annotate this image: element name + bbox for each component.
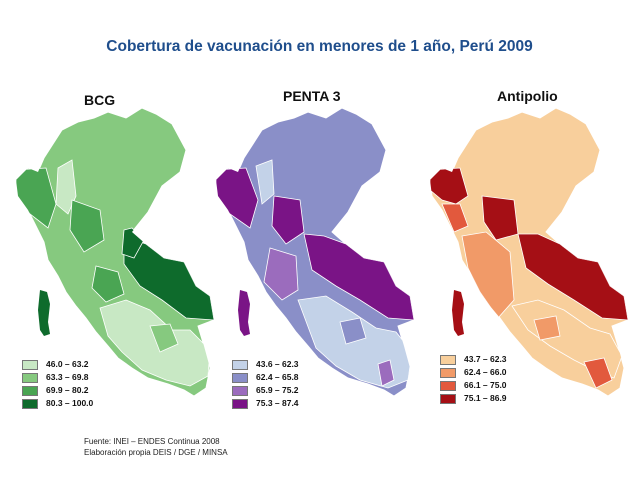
- antipolio-region-far-south: [583, 357, 613, 389]
- legend-item: 69.9 – 80.2: [22, 384, 93, 397]
- map-antipolio: [429, 107, 629, 397]
- penta3-region-south-center: [339, 317, 367, 345]
- antipolio-region-center-west: [461, 231, 515, 319]
- legend-bcg: 46.0 – 63.2 63.3 – 69.8 69.9 – 80.2 80.3…: [22, 358, 93, 410]
- legend-item: 46.0 – 63.2: [22, 358, 93, 371]
- legend-label: 43.6 – 62.3: [256, 359, 299, 369]
- map-title-bcg: BCG: [84, 92, 116, 108]
- bcg-island: [38, 290, 50, 336]
- map-bcg: [15, 107, 215, 397]
- map-penta3: [215, 107, 415, 397]
- penta3-region-center-north: [271, 195, 305, 245]
- antipolio-region-south-center: [533, 315, 561, 341]
- penta3-region-light-north: [255, 159, 275, 205]
- legend-label: 63.3 – 69.8: [46, 372, 89, 382]
- penta3-island: [238, 290, 250, 336]
- bcg-region-center-west: [69, 199, 105, 253]
- legend-item: 80.3 – 100.0: [22, 397, 93, 410]
- penta3-region-northwest: [216, 167, 259, 229]
- legend-label: 75.1 – 86.9: [464, 393, 507, 403]
- source-line: Fuente: INEI – ENDES Continua 2008: [84, 437, 220, 446]
- legend-swatch: [232, 372, 248, 383]
- legend-swatch: [22, 398, 38, 409]
- map-title-penta3: PENTA 3: [283, 88, 341, 104]
- legend-item: 66.1 – 75.0: [440, 379, 507, 392]
- antipolio-region-center-north: [481, 195, 519, 241]
- legend-swatch: [440, 393, 456, 404]
- bcg-region-coast: [91, 265, 125, 303]
- legend-swatch: [440, 354, 456, 365]
- legend-swatch: [232, 359, 248, 370]
- legend-item: 43.7 – 62.3: [440, 353, 507, 366]
- legend-swatch: [232, 398, 248, 409]
- legend-label: 43.7 – 62.3: [464, 354, 507, 364]
- bcg-region-northwest: [16, 167, 57, 229]
- legend-swatch: [22, 385, 38, 396]
- legend-antipolio: 43.7 – 62.3 62.4 – 66.0 66.1 – 75.0 75.1…: [440, 353, 507, 405]
- legend-item: 62.4 – 66.0: [440, 366, 507, 379]
- bcg-region-south: [99, 299, 211, 387]
- legend-swatch: [22, 372, 38, 383]
- legend-penta3: 43.6 – 62.3 62.4 – 65.8 65.9 – 75.2 75.3…: [232, 358, 299, 410]
- legend-label: 65.9 – 75.2: [256, 385, 299, 395]
- legend-label: 62.4 – 65.8: [256, 372, 299, 382]
- legend-label: 62.4 – 66.0: [464, 367, 507, 377]
- legend-label: 69.9 – 80.2: [46, 385, 89, 395]
- legend-item: 75.1 – 86.9: [440, 392, 507, 405]
- legend-swatch: [440, 380, 456, 391]
- legend-label: 75.3 – 87.4: [256, 398, 299, 408]
- legend-item: 63.3 – 69.8: [22, 371, 93, 384]
- legend-swatch: [232, 385, 248, 396]
- antipolio-region-coast-north: [441, 203, 469, 233]
- bcg-region-south-center: [149, 323, 179, 353]
- legend-item: 65.9 – 75.2: [232, 384, 299, 397]
- legend-label: 66.1 – 75.0: [464, 380, 507, 390]
- legend-label: 80.3 – 100.0: [46, 398, 94, 408]
- antipolio-island: [452, 290, 464, 336]
- source-note: Fuente: INEI – ENDES Continua 2008 Elabo…: [84, 436, 228, 458]
- penta3-region-center-west: [263, 247, 299, 301]
- legend-item: 62.4 – 65.8: [232, 371, 299, 384]
- page-title: Cobertura de vacunación en menores de 1 …: [106, 38, 533, 55]
- penta3-region-far-south: [377, 359, 395, 387]
- legend-item: 43.6 – 62.3: [232, 358, 299, 371]
- legend-item: 75.3 – 87.4: [232, 397, 299, 410]
- legend-swatch: [440, 367, 456, 378]
- legend-swatch: [22, 359, 38, 370]
- map-title-antipolio: Antipolio: [497, 88, 558, 104]
- credit-line: Elaboración propia DEIS / DGE / MINSA: [84, 448, 228, 457]
- legend-label: 46.0 – 63.2: [46, 359, 89, 369]
